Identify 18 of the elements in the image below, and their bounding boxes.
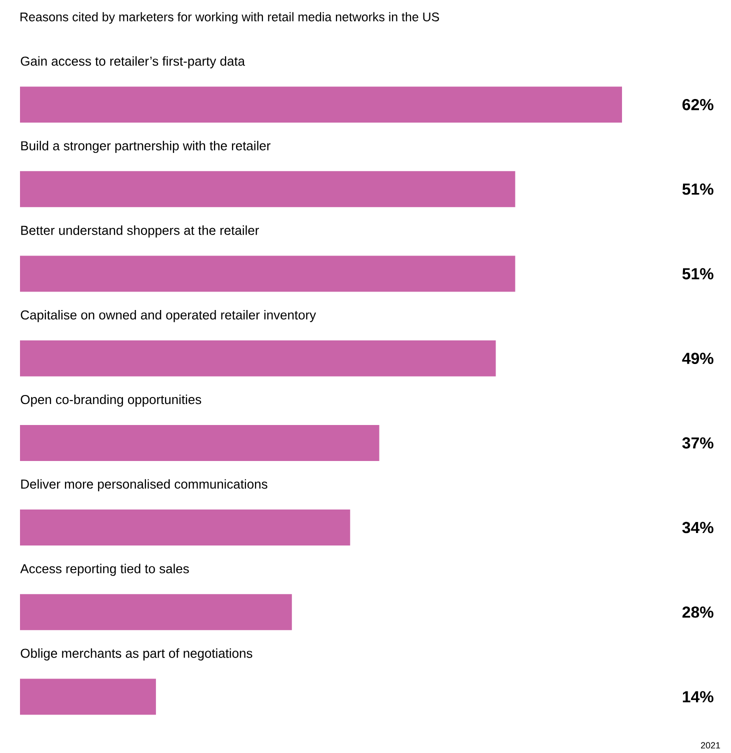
chart-title: Reasons cited by marketers for working with retail media networks in the US [20,12,439,24]
data-label: 28% [682,606,714,618]
y-tick-label: Open co-branding opportunities [20,394,202,407]
y-tick-label: Build a stronger partnership with the retailer [21,140,270,153]
data-label: 51% [682,268,714,280]
data-label: 34% [682,522,714,534]
data-label: 37% [682,437,714,449]
text: 2021 [700,742,720,748]
y-tick-label: Capitalise on owned and operated retailer inventory [20,310,316,322]
data-label: 62% [682,98,714,110]
data-label: 49% [682,352,714,364]
y-tick-label: Gain access to retailer’s first-party data [20,56,245,68]
y-tick-label: Better understand shoppers at the retailer [21,225,259,238]
y-tick-label: Access reporting tied to sales [20,564,189,576]
data-label: 14% [682,691,714,702]
y-tick-label: Oblige merchants as part of negotiations [20,648,252,660]
data-label: 51% [682,184,714,195]
y-tick-label: Deliver more personalised communications [21,479,268,492]
